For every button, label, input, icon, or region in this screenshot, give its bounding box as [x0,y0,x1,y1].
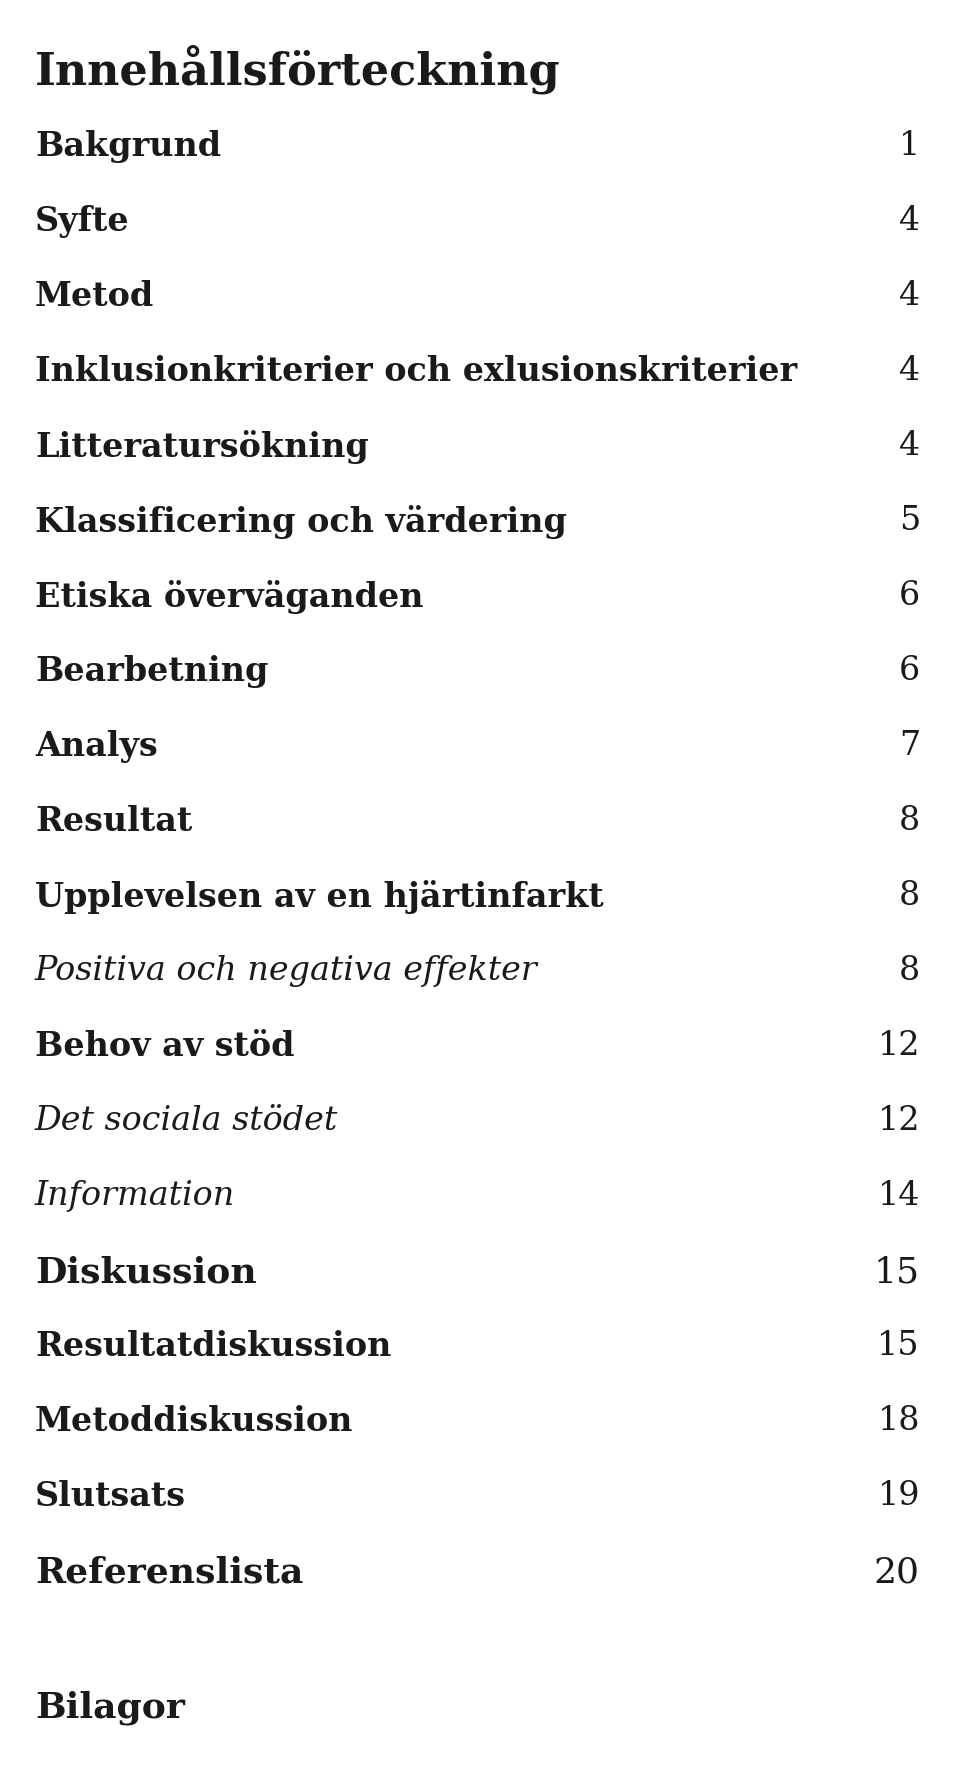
Text: Resultat: Resultat [35,806,192,838]
Text: 8: 8 [899,806,920,838]
Text: Bakgrund: Bakgrund [35,131,221,163]
Text: 7: 7 [899,730,920,762]
Text: Positiva och negativa effekter: Positiva och negativa effekter [35,954,538,988]
Text: Inklusionkriterier och exlusionskriterier: Inklusionkriterier och exlusionskriterie… [35,355,797,389]
Text: Det sociala stödet: Det sociala stödet [35,1104,338,1136]
Text: 18: 18 [877,1405,920,1437]
Text: Syfte: Syfte [35,205,130,239]
Text: 4: 4 [899,279,920,313]
Text: 20: 20 [874,1555,920,1589]
Text: Bearbetning: Bearbetning [35,656,269,687]
Text: Resultatdiskussion: Resultatdiskussion [35,1331,392,1362]
Text: Etiska överväganden: Etiska överväganden [35,580,423,613]
Text: 1: 1 [899,131,920,163]
Text: 14: 14 [877,1180,920,1212]
Text: Slutsats: Slutsats [35,1481,186,1513]
Text: 19: 19 [877,1481,920,1513]
Text: 15: 15 [874,1255,920,1288]
Text: 12: 12 [877,1030,920,1062]
Text: 8: 8 [899,954,920,988]
Text: Innehållsförteckning: Innehållsförteckning [35,44,561,94]
Text: Litteratursökning: Litteratursökning [35,429,369,465]
Text: 4: 4 [899,355,920,387]
Text: 4: 4 [899,429,920,461]
Text: 12: 12 [877,1104,920,1136]
Text: Analys: Analys [35,730,157,763]
Text: 6: 6 [899,656,920,687]
Text: Metoddiskussion: Metoddiskussion [35,1405,353,1438]
Text: 4: 4 [899,205,920,237]
Text: 15: 15 [877,1331,920,1362]
Text: Bilagor: Bilagor [35,1689,185,1725]
Text: 8: 8 [899,880,920,912]
Text: Diskussion: Diskussion [35,1255,256,1288]
Text: 5: 5 [899,505,920,537]
Text: 6: 6 [899,580,920,611]
Text: Information: Information [35,1180,235,1212]
Text: Upplevelsen av en hjärtinfarkt: Upplevelsen av en hjärtinfarkt [35,880,604,914]
Text: Klassificering och värdering: Klassificering och värdering [35,505,566,539]
Text: Behov av stöd: Behov av stöd [35,1030,295,1064]
Text: Referenslista: Referenslista [35,1555,303,1589]
Text: Metod: Metod [35,279,155,313]
